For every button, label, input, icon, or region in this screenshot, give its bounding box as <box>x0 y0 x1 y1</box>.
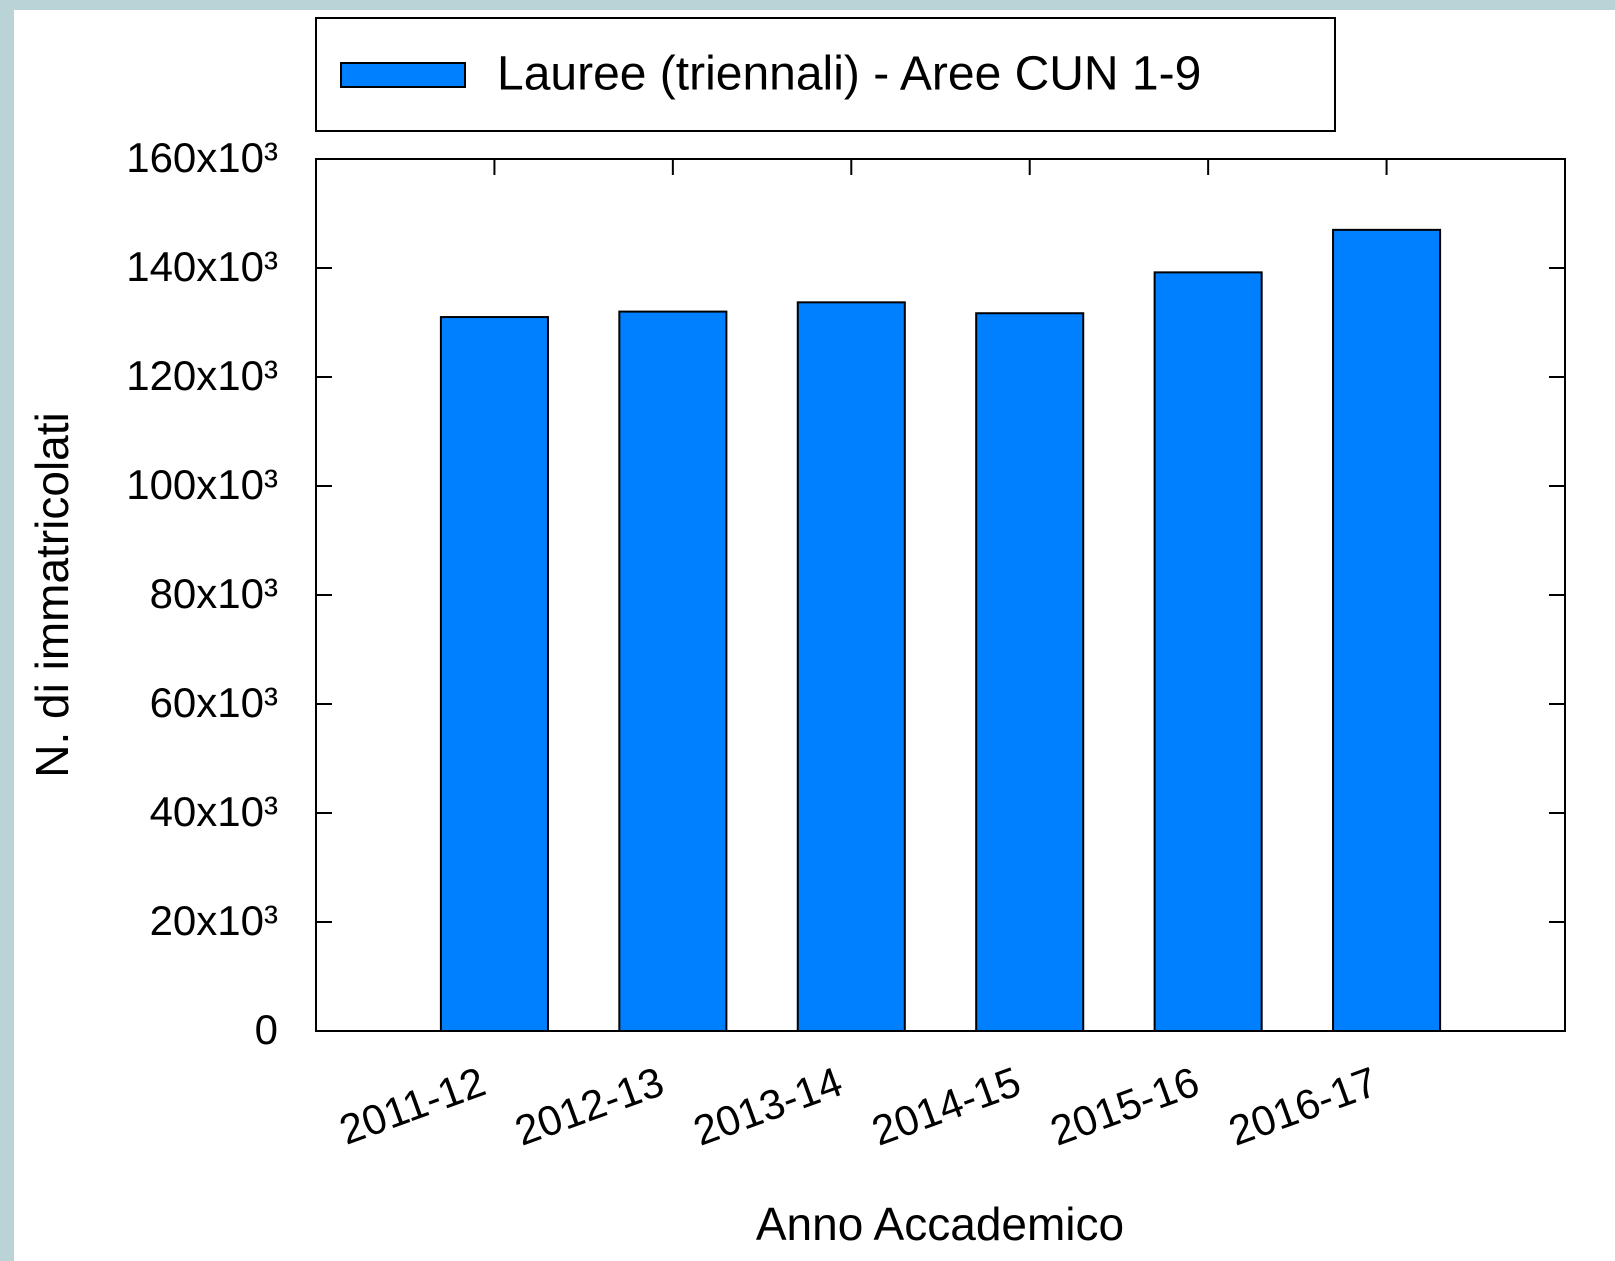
legend-label: Lauree (triennali) - Aree CUN 1-9 <box>497 48 1201 101</box>
x-axis-label: Anno Accademico <box>756 1198 1124 1250</box>
legend-swatch <box>340 62 466 88</box>
legend-box <box>315 17 1336 132</box>
y-tick-label: 80x10³ <box>150 570 278 617</box>
y-tick-label: 20x10³ <box>150 897 278 944</box>
bar <box>975 312 1085 1032</box>
plot-frame <box>315 158 1566 1032</box>
bar <box>1332 228 1442 1033</box>
y-tick-label: 140x10³ <box>126 243 278 290</box>
y-tick-label: 0 <box>255 1006 278 1053</box>
y-tick-label: 40x10³ <box>150 788 278 835</box>
y-tick-label: 60x10³ <box>150 679 278 726</box>
y-tick-label: 120x10³ <box>126 352 278 399</box>
y-axis-label: N. di immatricolati <box>26 412 78 778</box>
y-tick-label: 100x10³ <box>126 461 278 508</box>
bar <box>1153 271 1263 1032</box>
bar <box>796 301 906 1032</box>
bar <box>439 316 549 1032</box>
y-tick-label: 160x10³ <box>126 134 278 181</box>
bar <box>618 310 728 1033</box>
